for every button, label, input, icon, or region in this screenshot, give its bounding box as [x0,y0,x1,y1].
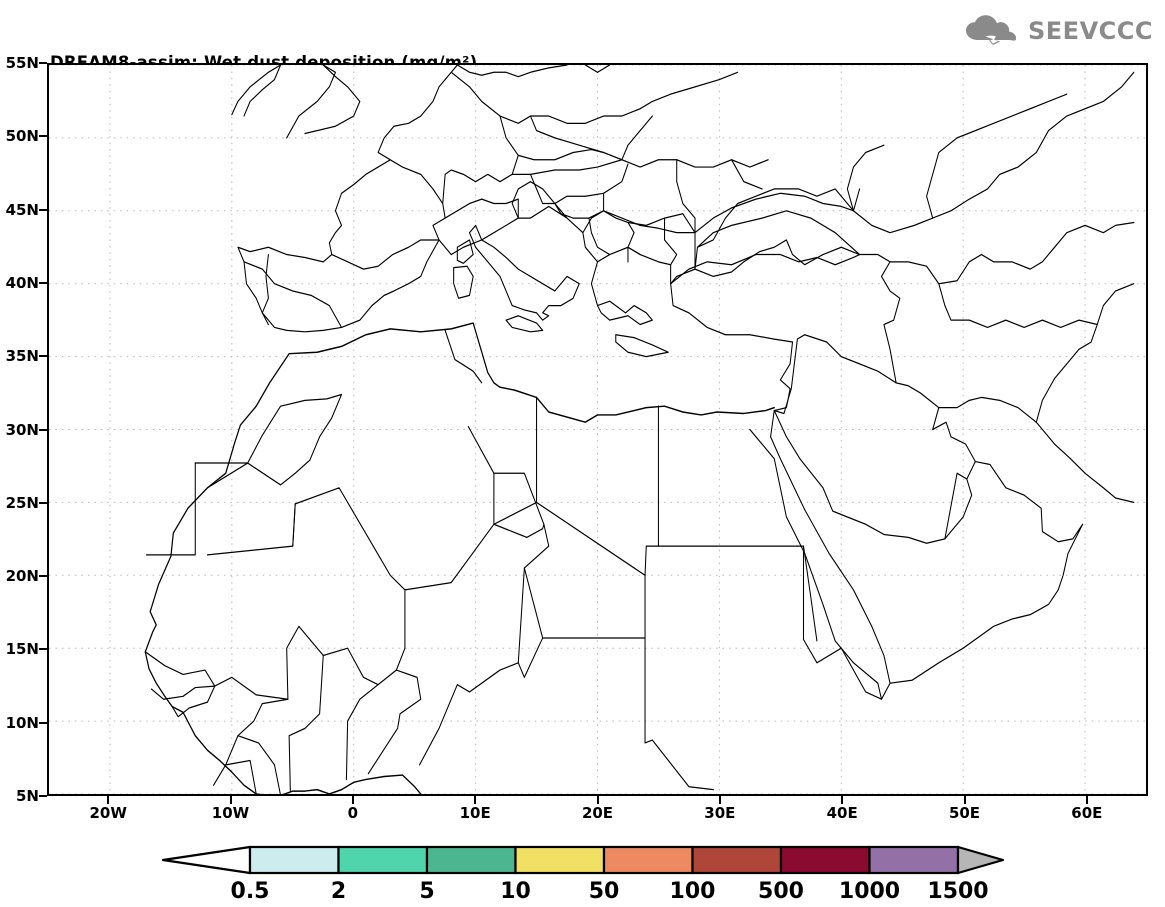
colorbar-label-500: 500 [758,879,804,904]
y-axis-label-35N: 35N [5,347,39,366]
x-axis-label-0: 0 [347,804,359,822]
x-axis-label-20E: 20E [581,804,614,822]
colorbar-label-50: 50 [588,879,620,904]
y-tick-50N [39,135,47,138]
x-tick-50E [963,796,966,804]
seevccc-logo: SEEVCCC [964,14,1153,48]
x-tick-40E [841,796,844,804]
colorbar-label-0.5: 0.5 [230,879,270,904]
y-tick-5N [39,795,47,797]
y-tick-35N [39,355,47,358]
x-axis-label-10W: 10W [211,804,250,822]
y-tick-55N [39,62,47,64]
y-axis-label-25N: 25N [5,493,39,512]
y-axis-label-15N: 15N [5,640,39,659]
x-tick-60E [1085,796,1088,804]
y-tick-30N [39,428,47,431]
x-tick-0 [351,796,354,804]
x-axis-label-50E: 50E [948,804,981,822]
y-axis-label-5N: 5N [16,787,39,805]
y-tick-45N [39,208,47,211]
cloud-icon [966,15,1017,45]
x-axis-label-30E: 30E [704,804,736,822]
x-tick-10W [229,796,232,804]
x-tick-10E [474,796,477,804]
y-axis-label-20N: 20N [5,567,39,586]
y-tick-15N [39,648,47,651]
map-plot-area[interactable] [47,63,1148,796]
colorbar-label-5: 5 [419,879,435,904]
colorbar-label-1500: 1500 [927,879,989,904]
logo-text: SEEVCCC [1028,17,1153,45]
map-coastlines [144,65,1135,794]
y-axis-label-40N: 40N [5,273,39,292]
y-axis-label-45N: 45N [5,200,39,219]
x-axis-label-40E: 40E [826,804,858,822]
x-tick-30E [718,796,721,804]
y-tick-20N [39,575,47,578]
y-tick-10N [39,721,47,724]
x-tick-20E [596,796,599,804]
y-axis-label-30N: 30N [5,420,39,439]
y-axis-label-50N: 50N [5,127,39,146]
x-axis-label-10E: 10E [459,804,491,822]
colorbar-label-100: 100 [669,879,716,904]
colorbar-swatches[interactable] [0,843,1165,907]
y-axis-label-55N: 55N [5,54,39,72]
y-tick-40N [39,281,47,284]
x-axis-label-20W: 20W [89,804,127,822]
x-tick-20W [107,796,110,804]
colorbar-label-10: 10 [500,879,531,904]
colorbar-label-2: 2 [330,879,347,904]
colorbar-label-1000: 1000 [838,879,901,904]
colorbar[interactable]: 0.5 2 5 10 50 100 500 1000 1500 [0,843,1165,907]
y-tick-25N [39,501,47,504]
x-axis-label-60E: 60E [1071,804,1103,822]
y-axis-label-10N: 10N [5,713,39,732]
